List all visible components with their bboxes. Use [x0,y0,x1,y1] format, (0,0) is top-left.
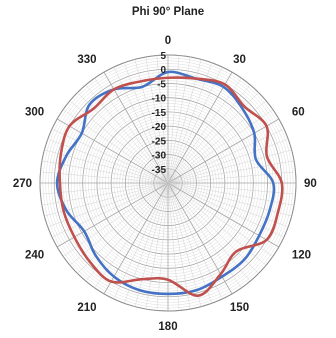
angle-tick-label: 180 [158,321,177,333]
minor-spoke [167,182,289,228]
minor-spoke [167,182,292,217]
minor-spoke [123,182,169,304]
radial-tick-label: 0 [160,65,166,76]
minor-spoke [77,182,169,274]
major-spoke [167,118,280,184]
minor-spoke [44,182,169,217]
angle-tick-label: 0 [165,35,171,47]
minor-spoke [167,182,191,310]
angle-tick-label: 90 [304,178,317,190]
minor-spoke [167,182,223,300]
minor-spoke [85,182,169,282]
angle-tick-label: 150 [230,302,249,314]
major-spoke [167,182,233,295]
radial-tick-label: -30 [152,151,167,162]
minor-spoke [40,171,169,184]
minor-spoke [47,138,169,184]
minor-spoke [145,182,169,310]
minor-spoke [134,59,169,184]
minor-spoke [63,182,169,257]
minor-spoke [167,182,251,282]
angle-tick-label: 120 [292,250,311,262]
radial-tick-label: -20 [152,122,167,133]
angle-tick-label: 330 [77,54,96,66]
minor-spoke [167,78,242,184]
minor-spoke [51,128,169,184]
major-spoke [56,182,169,248]
minor-spoke [167,182,202,307]
major-spoke [103,182,169,295]
minor-spoke [44,149,169,184]
angle-tick-label: 60 [292,107,305,119]
minor-spoke [167,160,295,184]
minor-spoke [167,62,213,184]
angle-tick-label: 30 [233,54,246,66]
major-spoke [167,71,233,184]
minor-spoke [167,182,259,274]
minor-spoke [134,182,169,307]
minor-spoke [167,66,223,184]
minor-spoke [167,138,289,184]
radial-tick-label: -5 [157,79,166,90]
major-spoke [103,71,169,184]
chart-title: Phi 90° Plane [132,6,204,18]
series-group [55,70,284,297]
major-spoke [56,118,169,184]
minor-spoke [167,182,180,311]
polar-grid [39,54,297,312]
radial-tick-label: 5 [160,51,166,62]
minor-spoke [167,171,296,184]
major-spoke [167,182,280,248]
minor-spoke [167,182,285,238]
minor-spoke [69,182,169,266]
minor-spoke [156,182,169,311]
minor-spoke [167,149,292,184]
angle-tick-label: 240 [25,250,44,262]
angle-tick-labels: 0 30 60 90 120 150 180 210 240 270 300 330 [13,35,317,333]
angle-tick-label: 210 [77,302,96,314]
minor-spoke [167,92,259,184]
minor-spoke [113,182,169,300]
minor-spoke [167,109,273,184]
minor-spoke [167,128,285,184]
angle-tick-label: 270 [13,178,32,190]
angle-tick-label: 300 [25,107,44,119]
minor-spoke [167,100,267,184]
radial-tick-labels: 5 0 -5 -10 -15 -20 -25 -30 -35 [152,51,167,176]
series-line-2 [58,76,284,297]
radial-tick-label: -15 [152,108,167,119]
minor-spoke [77,92,169,184]
radial-tick-label: -35 [152,165,167,176]
minor-spoke [63,109,169,184]
minor-spoke [167,59,202,184]
series-line-1 [55,70,276,296]
radial-tick-label: -10 [152,94,167,105]
minor-spoke [167,182,213,304]
minor-spoke [145,56,169,184]
radial-tick-label: -25 [152,136,167,147]
